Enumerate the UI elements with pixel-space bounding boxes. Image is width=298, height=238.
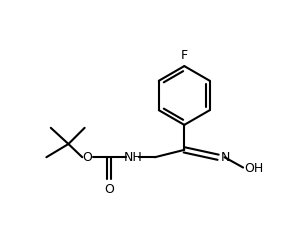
Text: O: O <box>83 151 92 164</box>
Text: OH: OH <box>245 163 264 175</box>
Text: F: F <box>181 49 188 62</box>
Text: N: N <box>221 151 230 164</box>
Text: NH: NH <box>123 151 142 164</box>
Text: O: O <box>104 183 114 196</box>
